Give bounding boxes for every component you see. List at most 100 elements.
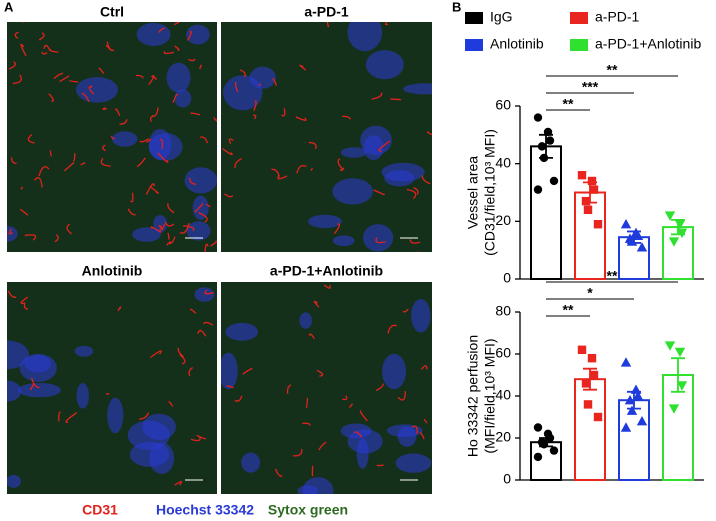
nucleus-cluster [307, 214, 342, 229]
data-point [533, 185, 543, 194]
vessel [302, 422, 311, 426]
vessel [157, 152, 169, 163]
data-point [583, 400, 593, 409]
vessel [222, 148, 233, 156]
data-point [593, 220, 603, 229]
nucleus-cluster [132, 227, 161, 242]
y-axis-label: (CD31/field,10³ MFI) [482, 129, 498, 256]
nucleus-cluster [249, 66, 276, 89]
stain-legend: Hoechst 33342 [156, 502, 254, 518]
vessel [221, 391, 222, 394]
bar [574, 378, 606, 482]
data-point [632, 390, 644, 401]
y-tick-label: 0 [503, 471, 511, 487]
nucleus-cluster [7, 225, 18, 242]
vessel [375, 237, 386, 244]
vessel [313, 300, 320, 308]
vessel [423, 418, 428, 424]
legend-swatch [465, 12, 483, 24]
error-bar [671, 357, 685, 393]
data-point [533, 452, 543, 462]
vessel [12, 74, 22, 85]
vessel [179, 222, 190, 234]
nucleus-cluster [225, 322, 259, 341]
vessel [204, 243, 209, 252]
vessel [43, 44, 51, 51]
vessel [296, 164, 307, 174]
micrograph [221, 22, 432, 252]
vessel [411, 425, 418, 434]
vessel [20, 186, 23, 190]
data-point [549, 446, 559, 455]
micrograph-content [7, 282, 217, 494]
vessel [27, 134, 35, 144]
panel-label: A [4, 0, 14, 14]
vessel [316, 369, 324, 377]
micrograph [221, 282, 432, 494]
vessel [234, 395, 243, 402]
data-point [664, 341, 676, 351]
vessel [174, 45, 180, 51]
data-point [664, 211, 676, 221]
vessel [168, 236, 176, 245]
vessel [275, 468, 283, 478]
image-title: a-PD-1 [304, 4, 349, 20]
vessel [158, 224, 164, 230]
vessel [172, 93, 179, 103]
data-point [549, 176, 559, 186]
data-point [545, 433, 555, 443]
vessel [105, 45, 112, 51]
vessel [348, 403, 353, 409]
nucleus-cluster [166, 62, 191, 93]
vessel [173, 22, 180, 26]
vessel [385, 22, 389, 26]
nucleus-cluster [192, 195, 209, 220]
legend-label: a-PD-1 [595, 9, 640, 25]
legend-swatch [465, 39, 483, 51]
vessel [69, 79, 79, 83]
vessel [63, 161, 75, 172]
data-point [620, 219, 632, 229]
data-point [533, 113, 543, 122]
vessel [48, 93, 55, 102]
micrograph-content [7, 22, 217, 252]
vessel [295, 116, 307, 121]
vessel [163, 51, 174, 55]
vessel [189, 177, 197, 185]
micrograph [7, 22, 217, 252]
vessel [310, 168, 313, 171]
nucleus-cluster [76, 382, 90, 409]
y-tick-label: 60 [495, 97, 511, 113]
vessel [239, 69, 246, 78]
vessel [397, 391, 406, 401]
nucleus-cluster [186, 221, 211, 241]
vessel [149, 186, 159, 194]
vessel [234, 157, 243, 169]
vessel [299, 64, 307, 71]
vessel [286, 384, 292, 394]
stain-legend: CD31 [82, 502, 118, 518]
vessel [420, 365, 428, 370]
vessel [342, 395, 348, 401]
vessel [333, 223, 341, 235]
vessel [203, 321, 214, 326]
vessel [353, 431, 363, 438]
nucleus-cluster [136, 22, 171, 46]
nucleus-cluster [340, 147, 367, 158]
nucleus-cluster [381, 162, 425, 182]
vessel [88, 85, 95, 95]
vessel [30, 377, 40, 389]
nucleus-cluster [194, 287, 215, 302]
significance-label: ** [607, 268, 618, 284]
vessel [146, 138, 152, 143]
nucleus-cluster [7, 380, 22, 402]
vessel [38, 32, 45, 41]
vessel [14, 31, 19, 39]
vessel [326, 22, 329, 28]
vessel [168, 400, 174, 407]
nucleus-cluster [127, 420, 170, 450]
vessel [98, 67, 105, 75]
nucleus-cluster [19, 353, 57, 382]
vessel [228, 138, 234, 145]
y-axis-label: Ho 33342 perfusion [465, 335, 481, 457]
